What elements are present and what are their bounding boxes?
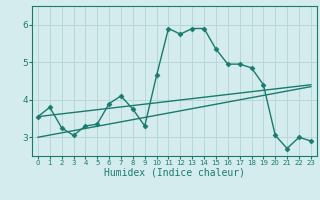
X-axis label: Humidex (Indice chaleur): Humidex (Indice chaleur) [104,168,245,178]
